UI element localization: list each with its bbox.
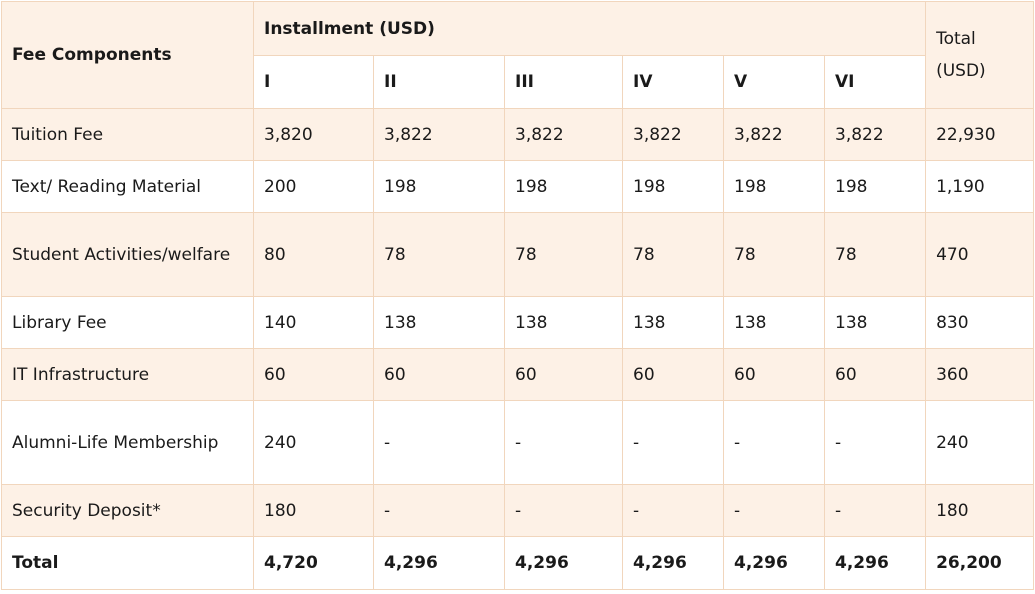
row-total: 180 (925, 484, 1035, 537)
cell: 138 (823, 296, 927, 349)
cell: 200 (253, 160, 374, 213)
grand-total: 26,200 (925, 536, 1035, 590)
cell: 3,822 (504, 108, 623, 161)
row-label: Tuition Fee (1, 108, 254, 161)
cell: 198 (823, 160, 927, 213)
installment-label: III (504, 55, 623, 109)
cell: - (622, 400, 724, 485)
fee-row: Tuition Fee 3,820 3,822 3,822 3,822 3,822 3,82… (1, 108, 1035, 161)
cell: 60 (823, 348, 927, 401)
cell: - (504, 484, 623, 537)
fee-row: Text/ Reading Material 200 198 198 198 198 198… (1, 160, 1035, 213)
row-total: 1,190 (925, 160, 1035, 213)
row-label: Text/ Reading Material (1, 160, 254, 213)
cell: - (373, 484, 505, 537)
cell: 198 (723, 160, 825, 213)
total-cell: 4,296 (823, 536, 927, 590)
cell: 78 (504, 212, 623, 297)
fee-row: Alumni-Life Membership 240- - - - -240 (1, 400, 1035, 485)
cell: 138 (373, 296, 505, 349)
total-cell: 4,296 (723, 536, 825, 590)
fee-row: Library Fee 140 138 138 138 138 138 830 (1, 296, 1035, 349)
cell: 138 (723, 296, 825, 349)
cell: 3,822 (723, 108, 825, 161)
installment-label: I (253, 55, 374, 109)
cell: 3,822 (373, 108, 505, 161)
cell: - (373, 400, 505, 485)
cell: 140 (253, 296, 374, 349)
cell: - (504, 400, 623, 485)
row-total: 22,930 (925, 108, 1035, 161)
total-label: Total (1, 536, 254, 590)
row-label: Library Fee (1, 296, 254, 349)
fee-row: Student Activities/welfare 80 78 78 78 78 78 47… (1, 212, 1035, 297)
cell: 78 (723, 212, 825, 297)
cell: - (723, 400, 825, 485)
fee-row: Security Deposit* 180- - - - -180 (1, 484, 1035, 537)
cell: 3,822 (622, 108, 724, 161)
installment-label: IV (622, 55, 724, 109)
total-cell: 4,296 (504, 536, 623, 590)
row-total: 360 (925, 348, 1035, 401)
row-label: IT Infrastructure (1, 348, 254, 401)
cell: - (823, 400, 927, 485)
cell: 60 (373, 348, 505, 401)
total-cell: 4,296 (622, 536, 724, 590)
cell: 80 (253, 212, 374, 297)
total-cell: 4,720 (253, 536, 374, 590)
cell: 3,822 (823, 108, 927, 161)
cell: 60 (723, 348, 825, 401)
cell: 198 (373, 160, 505, 213)
cell: 198 (622, 160, 724, 213)
row-total: 240 (925, 400, 1035, 485)
cell: 138 (504, 296, 623, 349)
total-row: Total 4,720 4,296 4,296 4,296 4,296 4,296 26,20… (1, 536, 1035, 590)
total-header: Total (USD) (925, 1, 1035, 109)
cell: - (823, 484, 927, 537)
component-header: Fee Components (1, 1, 254, 109)
cell: 78 (373, 212, 505, 297)
cell: 60 (253, 348, 374, 401)
cell: 240 (253, 400, 374, 485)
installment-label: II (373, 55, 505, 109)
cell: 78 (622, 212, 724, 297)
fee-row: IT Infrastructure 60 60 60 60 60 60 360 (1, 348, 1035, 401)
cell: - (622, 484, 724, 537)
cell: 3,820 (253, 108, 374, 161)
installment-header: Installment (USD) (252, 1, 927, 56)
row-total: 470 (925, 212, 1035, 297)
cell: 138 (622, 296, 724, 349)
cell: 180 (253, 484, 374, 537)
cell: 198 (504, 160, 623, 213)
installment-label: V (723, 55, 825, 109)
row-label: Alumni-Life Membership (1, 400, 254, 485)
row-label: Security Deposit* (1, 484, 254, 537)
total-cell: 4,296 (373, 536, 505, 590)
cell: 60 (622, 348, 724, 401)
cell: 78 (823, 212, 927, 297)
row-total: 830 (925, 296, 1035, 349)
cell: - (723, 484, 825, 537)
cell: 60 (504, 348, 623, 401)
installment-label: VI (823, 55, 927, 109)
row-label: Student Activities/welfare (1, 212, 254, 297)
total-header-text: Total (USD) (936, 29, 986, 81)
header-row: Fee Components Installment (USD) Total (… (1, 1, 1035, 109)
installment-row: I II III IV V VI (2, 55, 1034, 109)
